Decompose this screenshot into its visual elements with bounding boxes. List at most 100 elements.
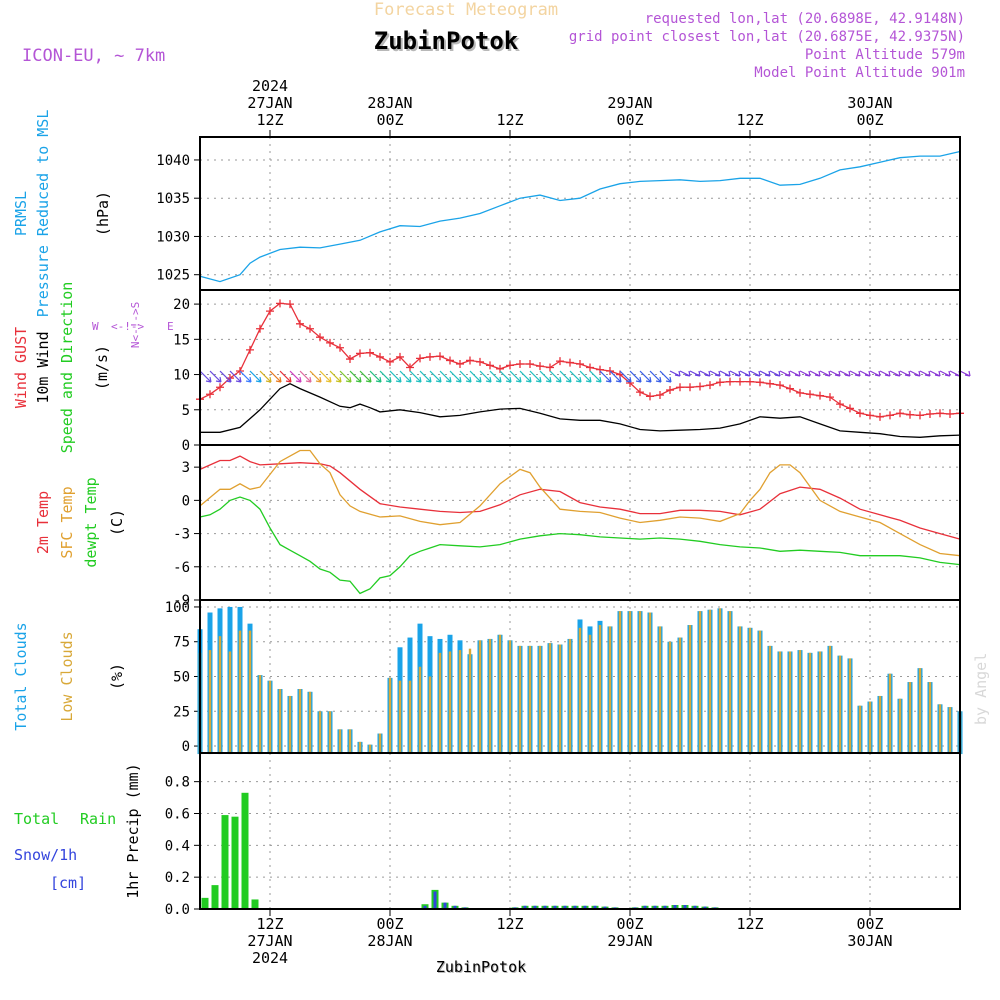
time-label-hour: 00Z [616,915,643,933]
low-cloud-bar [318,711,322,755]
wind-direction-arrow [309,370,322,383]
low-cloud-bar [278,689,282,755]
y-axis-label: 10m Wind [34,331,52,403]
wind-direction-arrow [449,370,462,383]
gust-marker [756,378,764,387]
compass-ew-arrow: <-!-> [111,320,144,333]
wind-direction-arrow [949,370,961,377]
low-cloud-bar [588,634,592,755]
wind-direction-arrow [319,370,332,383]
clouds-panel: 0 25 50 75 100 Total Clouds Low Clouds (%) [12,599,963,755]
time-label-hour: 00Z [856,111,883,129]
chart-title: ZubinPotok [376,29,521,57]
low-cloud-bar [448,651,452,755]
compass-e: E [167,320,174,333]
gust-marker [516,359,524,368]
low-cloud-bar [838,655,842,755]
wind-direction-arrow [879,370,891,377]
low-cloud-bar [648,612,652,755]
wind-direction-arrow [199,370,212,383]
gust-marker [506,361,514,370]
gust-marker [686,383,694,392]
series-line [199,150,961,283]
wind-direction-arrow [559,370,572,383]
compass-w: W [92,320,99,333]
y-tick-label: 5 [182,403,190,419]
wind-direction-arrow [339,370,352,383]
low-cloud-bar [348,729,352,755]
low-cloud-bar [248,630,252,755]
time-label-date: 28JAN [367,94,412,112]
wind-direction-arrow [579,370,592,383]
wind-direction-arrow [679,370,691,377]
wind-direction-arrow [669,370,681,377]
time-label-hour: 12Z [736,111,763,129]
y-axis-label: 2m Temp [34,491,52,554]
wind-direction-arrow [569,370,582,383]
low-cloud-bar [698,611,702,755]
panel-frame [199,444,961,601]
time-label-date: 27JAN [247,932,292,950]
time-label-hour: 00Z [856,915,883,933]
wind-direction-arrow [429,370,442,383]
y-axis-label: Wind GUST [12,327,30,408]
time-label-date: 29JAN [607,932,652,950]
wind-direction-arrow [729,370,741,377]
low-cloud-bar [468,648,472,755]
wind-direction-arrow [379,370,392,383]
wind-direction-arrow [859,370,871,377]
gust-marker [526,359,534,368]
wind-direction-arrow [359,370,372,383]
wind-direction-arrow [619,370,632,383]
y-tick-label: 0.0 [165,902,190,918]
compass-ns: N<-!->S [129,302,142,348]
snow-bar [643,905,647,909]
y-tick-label: 0 [182,739,190,755]
gust-marker [306,324,314,333]
wind-direction-arrow [459,370,472,383]
rain-bar [251,899,259,909]
rain-bar [231,816,239,909]
y-tick-label: 0.6 [165,806,190,822]
gust-marker [856,409,864,418]
gust-marker [216,383,224,392]
time-label-hour: 12Z [496,111,523,129]
y-tick-label: 3 [182,460,190,476]
snow-bar [453,905,457,909]
wind-direction-arrow [279,370,292,383]
wind-direction-arrow [489,370,502,383]
wind-direction-arrow [419,370,432,383]
low-cloud-bar [268,680,272,755]
wind-direction-arrow [299,370,312,383]
gust-marker [916,411,924,420]
low-cloud-bar [848,658,852,755]
wind-direction-arrow [639,370,652,383]
y-tick-label: 0 [182,438,190,454]
gust-marker [336,343,344,352]
gust-marker [906,410,914,419]
gust-marker [766,379,774,388]
series-line [199,449,961,557]
wind-direction-arrow [479,370,492,383]
gust-marker [396,352,404,361]
low-cloud-bar [478,640,482,755]
wind-direction-arrow [839,370,851,377]
gust-marker [256,324,264,333]
low-cloud-bar [288,695,292,755]
y-tick-label: 15 [173,332,190,348]
snow-bar [683,905,687,909]
gust-marker [416,354,424,363]
low-cloud-bar [718,608,722,755]
wind-direction-arrow [369,370,382,383]
gust-marker [246,345,254,354]
snow-bar [553,905,557,909]
y-tick-label: 0.2 [165,870,190,886]
low-cloud-bar [398,680,402,755]
low-cloud-bar [488,638,492,755]
time-label-date: 29JAN [607,94,652,112]
low-cloud-bar [508,640,512,755]
y-tick-label: -9 [173,593,190,609]
wind-direction-arrow [209,370,222,383]
temperature-panel: -9 -6 -3 0 3 2m Temp SFC Temp dewpt Temp (C) [34,444,961,609]
low-cloud-bar [568,638,572,755]
